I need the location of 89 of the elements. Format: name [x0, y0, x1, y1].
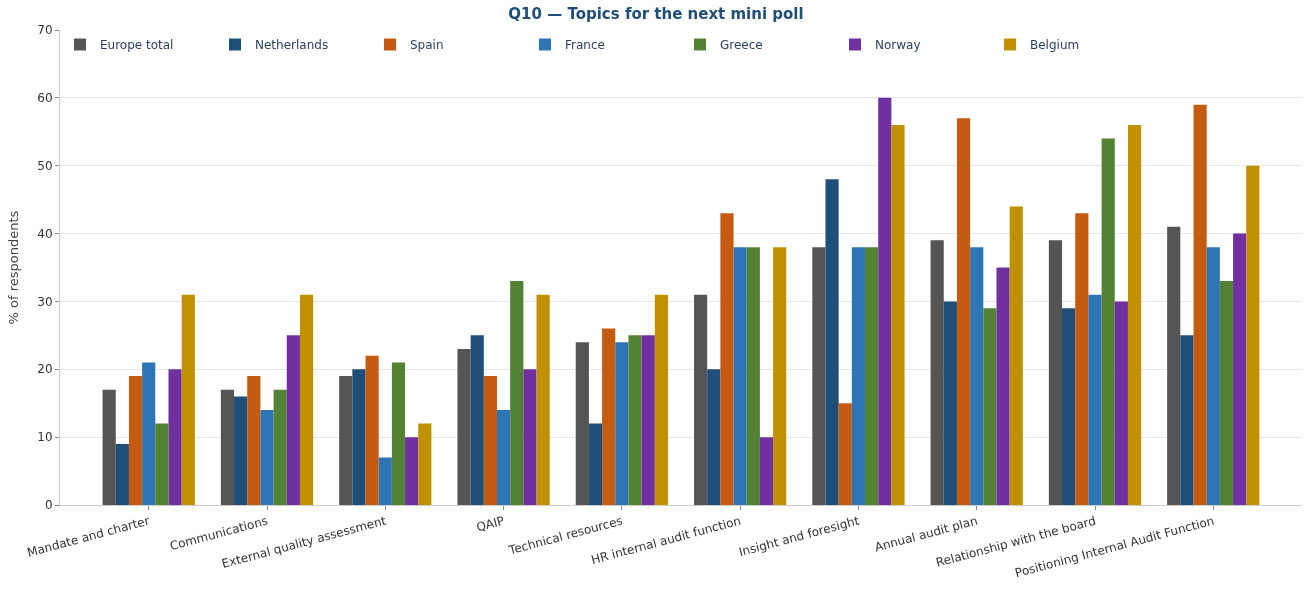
- bar: [510, 281, 524, 505]
- bar: [575, 342, 589, 505]
- bar: [247, 376, 261, 505]
- bar: [865, 247, 879, 505]
- bar: [168, 369, 182, 505]
- bar: [812, 247, 826, 505]
- bar: [851, 247, 866, 505]
- bar: [457, 348, 471, 505]
- y-tick-label: 20: [37, 362, 53, 377]
- bar: [378, 457, 392, 505]
- bar: [970, 247, 984, 505]
- bar: [602, 328, 616, 505]
- bar: [654, 294, 668, 505]
- bar: [891, 125, 905, 505]
- bar: [825, 179, 839, 505]
- bar: [694, 294, 708, 505]
- bar: [470, 335, 484, 505]
- bar: [1114, 301, 1128, 505]
- bar: [102, 389, 116, 505]
- bar: [1193, 104, 1207, 505]
- bar: [155, 423, 169, 505]
- bar: [234, 396, 248, 505]
- bar: [733, 247, 747, 505]
- bar: [615, 342, 629, 505]
- bar: [1075, 213, 1089, 505]
- y-tick-label: 40: [37, 226, 53, 241]
- bar: [128, 376, 143, 505]
- bar: [365, 355, 379, 505]
- bar: [1009, 206, 1023, 505]
- bar: [1088, 294, 1102, 505]
- x-tick-label: QAIP: [474, 513, 506, 535]
- bar: [943, 301, 957, 505]
- bar: [1101, 138, 1115, 505]
- bar: [1062, 308, 1076, 505]
- bar: [115, 443, 129, 505]
- bar: [1048, 240, 1063, 505]
- bar: [707, 369, 721, 505]
- bar: [773, 247, 787, 505]
- bar: [1167, 226, 1181, 505]
- y-tick-label: 0: [44, 498, 53, 513]
- legend-label: Norway: [875, 38, 921, 53]
- bar: [1180, 335, 1194, 505]
- bar: [1219, 281, 1234, 505]
- bar: [983, 308, 997, 505]
- bar: [418, 423, 432, 505]
- bar: [273, 389, 287, 505]
- bar: [641, 335, 655, 505]
- bar: [720, 213, 734, 505]
- y-tick-label: 70: [37, 23, 53, 38]
- bar: [142, 362, 156, 505]
- legend-label: Greece: [720, 38, 763, 53]
- bar: [339, 376, 353, 505]
- bar: [1233, 233, 1247, 505]
- bar: [536, 294, 550, 505]
- x-tick-label: Mandate and charter: [25, 513, 152, 560]
- legend-label: Netherlands: [255, 38, 329, 53]
- y-tick-label: 50: [37, 158, 53, 173]
- legend-label: Belgium: [1030, 38, 1080, 53]
- bar: [996, 267, 1010, 505]
- bar: [1246, 165, 1260, 505]
- bar: [181, 294, 195, 505]
- bar: [352, 369, 366, 505]
- bar: [930, 240, 944, 505]
- y-tick-label: 60: [37, 91, 53, 106]
- bar: [496, 410, 511, 505]
- bar: [878, 97, 892, 505]
- bar: [220, 389, 235, 505]
- bar: [299, 294, 314, 505]
- bar: [483, 376, 497, 505]
- bar: [286, 335, 300, 505]
- y-axis-title: % of respondents: [6, 210, 22, 325]
- bar: [956, 118, 971, 505]
- bar: [1206, 247, 1220, 505]
- bar: [405, 437, 419, 505]
- bar: [759, 437, 774, 505]
- legend-label: Europe total: [100, 38, 174, 53]
- bar: [523, 369, 537, 505]
- bar: [746, 247, 760, 505]
- y-tick-label: 10: [37, 430, 53, 445]
- y-tick-label: 30: [37, 294, 53, 309]
- legend-label: France: [565, 38, 605, 53]
- bar: [1127, 125, 1142, 505]
- bar: [391, 362, 406, 505]
- bar: [588, 423, 603, 505]
- legend-label: Spain: [410, 38, 444, 53]
- bar: [260, 410, 274, 505]
- bar: [628, 335, 642, 505]
- chart-title: Q10 — Topics for the next mini poll: [508, 5, 804, 24]
- bar: [838, 403, 852, 505]
